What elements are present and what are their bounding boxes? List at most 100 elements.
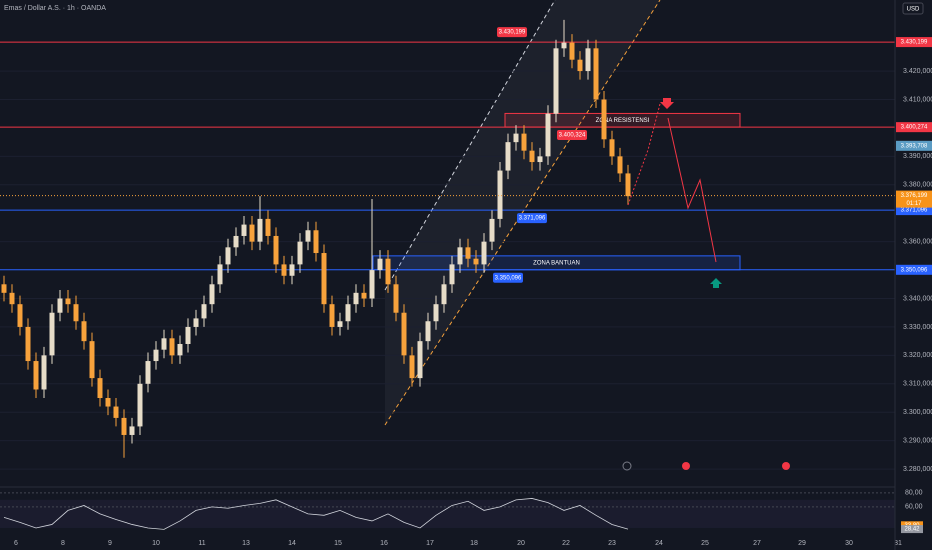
candle-body [473,258,479,265]
candle-body [225,247,231,265]
x-tick-label: 18 [470,540,478,547]
candle-body [577,59,583,72]
x-tick-label: 9 [108,540,112,547]
candle-body [425,321,431,342]
x-tick-label: 8 [61,540,65,547]
candle-body [353,292,359,305]
y-tick-label: 3.300,000 [903,409,932,416]
candle-body [449,264,455,285]
currency-box[interactable] [902,2,924,15]
candle-body [625,173,631,197]
candle-body [561,42,567,49]
candle-body [489,218,495,242]
x-tick-label: 11 [198,540,205,547]
candle-body [89,341,95,379]
candle-body [433,304,439,322]
candle-body [505,142,511,171]
candle-body [497,170,503,219]
x-tick-label: 24 [655,540,663,547]
annotation-label: 3.430,199 [499,30,526,36]
last-price-label: 3.376,199 [901,193,928,199]
candle-body [281,264,287,276]
candle-body [105,398,111,407]
x-tick-label: 22 [562,540,570,547]
candle-body [121,417,127,435]
candle-body [1,284,7,293]
annotation-label: 3.400,324 [559,133,586,139]
candle-body [233,235,239,248]
candle-body [321,253,327,305]
y-tick-label: 3.280,000 [903,466,932,473]
rsi-line [3,498,629,530]
candle-body [17,304,23,327]
chart-title: Emas / Dollar A.S. · 1h · OANDA [4,5,106,12]
x-tick-label: 16 [380,540,388,547]
level-axis-box [896,205,932,216]
x-tick-label: 27 [753,540,761,547]
candle-body [257,218,263,242]
annotation-label: 3.371,096 [519,216,546,222]
y-tick-label: 3.380,000 [903,182,932,189]
candle-body [41,355,47,390]
annotation-box [497,27,527,38]
candle-body [169,338,175,356]
zone-label: ZONA RESISTENSI [596,118,650,124]
candle-body [249,224,255,242]
x-tick-label: 15 [334,540,342,547]
currency[interactable]: USD [907,7,920,13]
candle-body [177,343,183,356]
zone-label: ZONA BANTUAN [533,260,580,266]
candle-body [529,150,535,163]
candle-body [337,321,343,327]
candle-body [161,338,167,350]
candle-body [25,326,31,362]
candle-body [313,230,319,254]
candle-body [297,241,303,265]
ma-axis-box [896,140,932,151]
candle-body [569,42,575,60]
y-tick-label: 3.330,000 [903,324,932,331]
x-tick-label: 10 [152,540,160,547]
y-tick-label: 3.410,000 [903,96,932,103]
candle-body [137,383,143,427]
event-icon[interactable] [622,461,632,471]
x-tick-label: 13 [242,540,250,547]
y-tick-label: 3.360,000 [903,238,932,245]
candle-body [57,298,63,313]
arrow-down [660,98,674,109]
level-axis-label: 3.371,096 [901,208,928,214]
candle-body [409,355,415,379]
candle-body [145,361,151,384]
candle-body [393,284,399,313]
event-icon[interactable] [682,462,690,470]
candle-body [153,349,159,362]
candle-body [241,224,247,236]
x-tick-label: 23 [608,540,616,547]
x-tick-label: 30 [845,540,853,547]
annotation-box [517,213,547,224]
candle-body [33,361,39,390]
y-tick-label: 3.420,000 [903,68,932,75]
level-axis-box [896,122,932,133]
candle-body [457,247,463,265]
event-icon[interactable] [782,462,790,470]
candle-body [305,230,311,242]
x-tick-label: 14 [288,540,296,547]
candle-body [193,318,199,327]
rsi-band [0,499,895,528]
candle-body [273,235,279,265]
candle-body [9,292,15,305]
candle-body [481,241,487,265]
candle-body [417,341,423,379]
arrow-up [710,278,722,288]
x-tick-label: 25 [701,540,709,547]
annotation-label: 3.350,096 [495,275,522,281]
candle-body [585,48,591,72]
candle-body [73,304,79,322]
rsi-tick-label: 60,00 [905,504,923,511]
candle-body [49,312,55,356]
candle-body [465,247,471,259]
level-axis-label: 3.430,199 [901,40,928,46]
y-tick-label: 3.340,000 [903,295,932,302]
